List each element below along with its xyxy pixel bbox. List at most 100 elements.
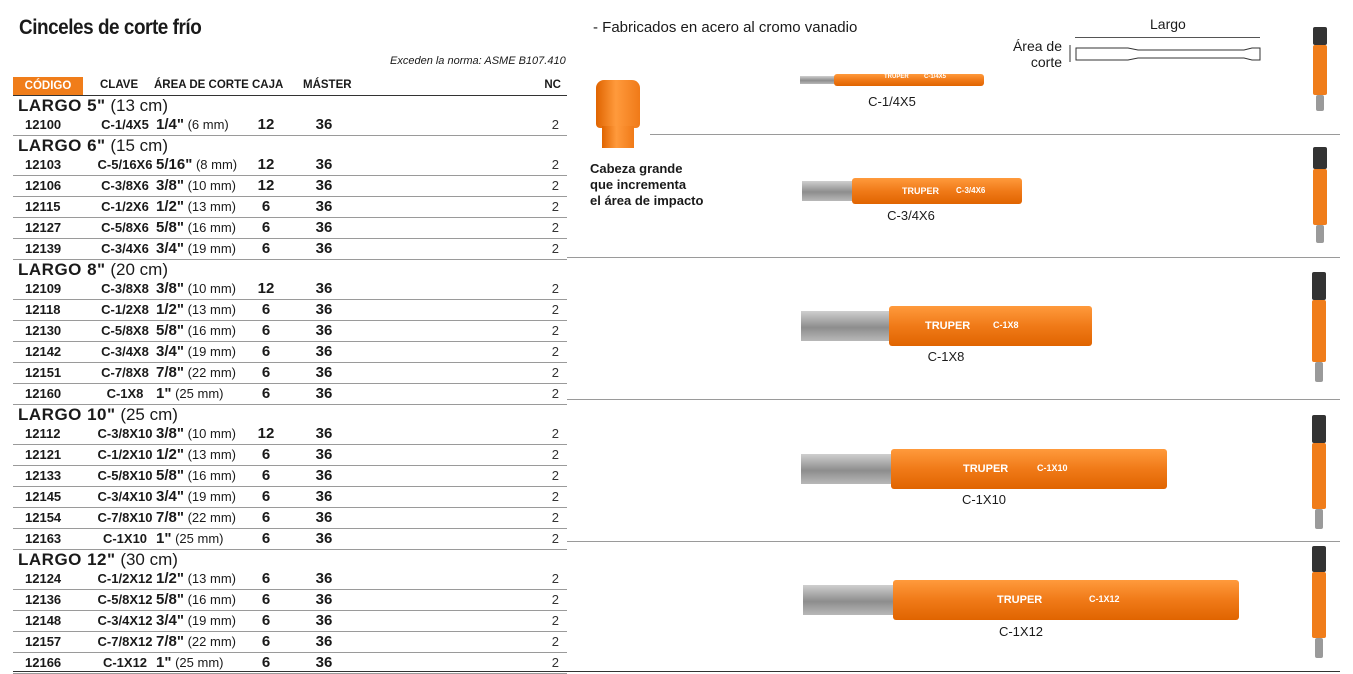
cell-caja: 12 [257,425,275,442]
table-row: 12124 C-1/2X12 6 36 2 1/2" (13 mm) [13,569,567,590]
cell-nc: 2 [551,447,559,462]
cell-key: C-3/4X6 [101,241,149,256]
cell-nc: 2 [551,571,559,586]
cell-nc: 2 [551,323,559,338]
cell-cut-area: 1/2" (13 mm) [156,300,256,320]
bottom-rule [13,671,1340,672]
brand-label: TRUPER [963,463,1009,475]
model-label: C-3/4X6 [956,186,986,195]
callout-line-2: que incrementa [590,177,687,192]
cell-cut-area-fraction: 5/8" [156,219,184,236]
cell-code: 12136 [25,592,62,607]
cell-key: C-5/16X6 [97,157,153,172]
cell-key: C-1/4X5 [101,117,149,132]
cell-cut-area-fraction: 3/8" [156,177,184,194]
model-label: C-1/4X5 [924,74,947,80]
cell-key: C-3/4X10 [97,489,153,504]
cell-nc: 2 [551,157,559,172]
cell-master: 36 [315,364,333,381]
chisel-caption: C-1X12 [998,624,1044,639]
cell-key: C-3/4X8 [101,344,149,359]
cell-code: 12118 [25,302,61,317]
cell-cut-area-mm: (25 mm) [175,531,224,546]
group-length-cm: (30 cm) [120,550,178,569]
cell-master: 36 [315,116,333,133]
cell-cut-area-mm: (10 mm) [187,178,236,193]
table-row: 12133 C-5/8X10 6 36 2 5/8" (16 mm) [13,466,567,487]
table-row: 12148 C-3/4X12 6 36 2 3/4" (19 mm) [13,611,567,632]
cell-cut-area: 5/8" (16 mm) [156,466,256,486]
cell-nc: 2 [551,220,559,235]
product-table: CÓDIGO CLAVE ÁREA DE CORTE CAJA MÁSTER N… [13,77,567,674]
cell-key: C-1/2X10 [97,447,153,462]
cell-nc: 2 [551,634,559,649]
cell-nc: 2 [551,489,559,504]
cell-cut-area: 1/2" (13 mm) [156,197,256,217]
cell-cut-area-mm: (19 mm) [187,613,236,628]
cell-code: 12166 [25,655,62,670]
packaged-chisel-image [1313,147,1327,243]
cell-cut-area-fraction: 3/4" [156,240,184,257]
group-length-cm: (15 cm) [110,136,168,155]
norm-note: Exceden la norma: ASME B107.410 [390,55,566,67]
cell-caja: 6 [261,467,271,484]
cell-master: 36 [315,467,333,484]
area-label: Área de corte [1010,38,1062,70]
cell-code: 12115 [25,199,61,214]
header-caja: CAJA [252,79,284,91]
cell-cut-area-fraction: 1/2" [156,198,184,215]
cell-key: C-1X8 [106,386,144,401]
cell-key: C-1/2X6 [101,199,149,214]
cell-cut-area: 5/16" (8 mm) [156,155,256,175]
cell-code: 12112 [25,426,61,441]
cell-code: 12157 [25,634,62,649]
cell-key: C-3/8X10 [97,426,153,441]
cell-nc: 2 [551,613,559,628]
cell-cut-area-fraction: 7/8" [156,509,184,526]
cell-cut-area-mm: (19 mm) [187,344,236,359]
cell-cut-area: 7/8" (22 mm) [156,508,256,528]
group-heading: LARGO 8" (20 cm) [13,260,567,279]
chisel-caption: C-1X10 [961,492,1007,507]
cell-cut-area-fraction: 1/4" [156,116,184,133]
cell-code: 12148 [25,613,62,628]
cell-cut-area-fraction: 1" [156,654,172,671]
model-label: C-1X12 [1089,594,1120,604]
area-label-line-2: corte [1030,54,1062,70]
cell-nc: 2 [551,241,559,256]
cell-cut-area-mm: (25 mm) [175,655,224,670]
area-label-line-1: Área de [1012,38,1062,54]
cell-caja: 12 [257,116,275,133]
cell-code: 12163 [25,531,62,546]
cell-key: C-1X12 [102,655,148,670]
table-row: 12145 C-3/4X10 6 36 2 3/4" (19 mm) [13,487,567,508]
cell-caja: 6 [261,570,271,587]
cell-code: 12100 [25,117,62,132]
table-row: 12151 C-7/8X8 6 36 2 7/8" (22 mm) [13,363,567,384]
cell-nc: 2 [551,178,559,193]
group-heading: LARGO 6" (15 cm) [13,136,567,155]
cell-master: 36 [315,322,333,339]
cell-cut-area: 3/8" (10 mm) [156,279,256,299]
chisel-image: TRUPER C-3/4X6 [802,177,1022,205]
cell-cut-area-mm: (8 mm) [195,157,238,172]
chisel-image: TRUPER C-1X10 [801,449,1167,489]
cell-master: 36 [315,530,333,547]
cell-cut-area: 3/4" (19 mm) [156,239,256,259]
cell-cut-area-mm: (10 mm) [187,426,236,441]
callout-line [650,134,1340,135]
cell-cut-area-fraction: 1" [156,385,172,402]
cell-key: C-1X10 [102,531,148,546]
cell-caja: 6 [261,654,271,671]
cell-key: C-7/8X8 [101,365,149,380]
group-heading: LARGO 12" (30 cm) [13,550,567,569]
cell-code: 12145 [25,489,62,504]
table-row: 12130 C-5/8X8 6 36 2 5/8" (16 mm) [13,321,567,342]
cell-key: C-7/8X10 [97,510,153,525]
cell-master: 36 [315,385,333,402]
cell-code: 12154 [25,510,62,525]
cell-key: C-5/8X6 [101,220,149,235]
cell-master: 36 [315,612,333,629]
table-body: LARGO 5" (13 cm) 12100 C-1/4X5 12 36 2 1/4" (6… [13,96,567,674]
cell-cut-area-fraction: 7/8" [156,633,184,650]
